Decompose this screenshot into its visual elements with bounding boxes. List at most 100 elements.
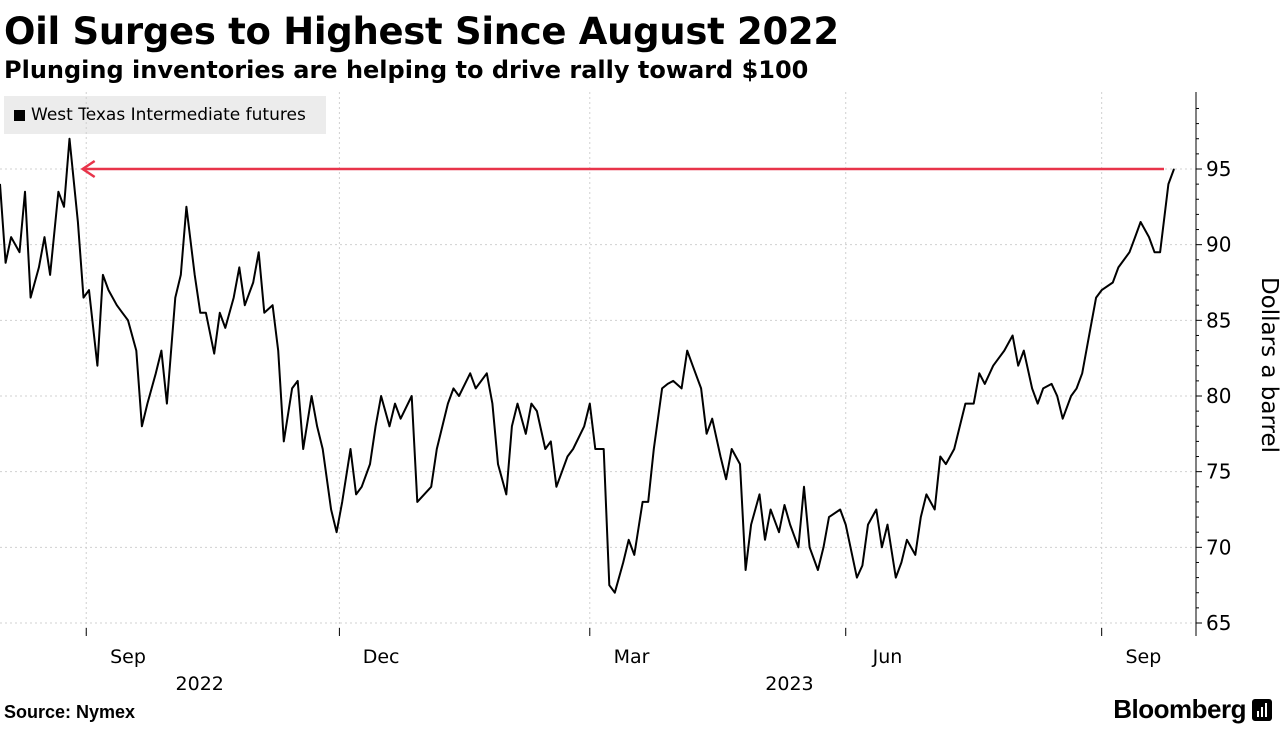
data-point [628, 539, 630, 541]
data-point [394, 403, 396, 405]
data-point [127, 319, 129, 321]
data-point [252, 282, 254, 283]
annotation-arrow-head [80, 159, 96, 179]
data-point [992, 365, 994, 367]
data-point [116, 304, 118, 306]
data-point [797, 546, 799, 548]
annotations [80, 159, 1164, 179]
data-point [633, 554, 635, 556]
data-point [283, 440, 285, 442]
data-point [1056, 395, 1058, 397]
data-point [945, 463, 947, 465]
data-point [63, 206, 65, 208]
data-point [764, 539, 766, 541]
data-point [653, 448, 655, 450]
data-point [544, 448, 546, 450]
data-point [661, 387, 663, 389]
data-point [486, 372, 488, 374]
xtick-label-Mar: Mar [614, 646, 650, 668]
xtick-label-Jun: Jun [872, 646, 903, 668]
ytick-label-70: 70 [1206, 535, 1231, 559]
data-point [959, 425, 961, 427]
data-point [155, 372, 157, 374]
data-point [213, 353, 215, 355]
series-layer [0, 137, 1175, 594]
data-point [199, 312, 201, 314]
ytick-label-65: 65 [1206, 611, 1231, 635]
data-point [430, 486, 432, 488]
data-point [160, 350, 162, 352]
data-point [141, 425, 143, 427]
data-point [856, 577, 858, 579]
data-point [934, 509, 936, 510]
data-point [839, 509, 841, 510]
data-point [867, 524, 869, 526]
data-point [550, 440, 552, 442]
data-point [77, 221, 79, 223]
data-point [350, 448, 351, 450]
data-point [102, 274, 104, 276]
legend-entry-wti: West Texas Intermediate futures [31, 105, 306, 125]
data-point [1076, 387, 1078, 389]
data-point [823, 546, 824, 548]
data-point [778, 531, 780, 533]
brand-logo: Bloomberg [1113, 694, 1246, 724]
data-point [49, 274, 51, 276]
data-point [1081, 372, 1083, 374]
year-label-2022: 2022 [176, 673, 224, 695]
data-point [10, 236, 12, 238]
data-point [1173, 168, 1175, 170]
data-point [1095, 297, 1097, 299]
data-point [517, 403, 518, 405]
chart-legend: West Texas Intermediate futures [4, 96, 326, 134]
grid-lines [0, 92, 1196, 636]
data-point [263, 312, 265, 314]
data-point [96, 365, 98, 367]
data-point [1070, 395, 1072, 397]
data-point [121, 312, 123, 314]
data-point [809, 546, 811, 548]
data-point [272, 304, 274, 306]
data-point [603, 448, 605, 450]
data-point [219, 312, 221, 314]
ytick-label-75: 75 [1206, 460, 1231, 484]
data-point [469, 372, 471, 374]
data-point [19, 251, 20, 253]
data-point [5, 262, 7, 264]
data-point [1051, 383, 1053, 385]
data-point [146, 403, 148, 405]
data-point [24, 191, 26, 193]
data-point [914, 554, 916, 556]
data-point [505, 493, 507, 495]
axes [85, 92, 1202, 636]
data-point [906, 539, 908, 541]
data-point [828, 516, 830, 518]
data-point [330, 509, 332, 510]
data-point [453, 387, 454, 389]
ytick-label-90: 90 [1206, 233, 1231, 257]
data-point [511, 425, 513, 427]
data-point [789, 524, 791, 526]
data-point [224, 327, 226, 329]
data-point [83, 297, 84, 299]
data-point [69, 138, 70, 140]
data-point [389, 425, 390, 427]
data-point [1148, 236, 1150, 238]
xtick-label-Sep: Sep [1125, 646, 1161, 668]
data-point [731, 448, 733, 450]
data-point [311, 395, 313, 397]
axis-labels: 65 70 75 80 85 90 95 Sep Dec Mar Jun Sep 2022 2023 Dol… [110, 157, 1282, 695]
data-point [614, 592, 616, 594]
data-point [803, 486, 805, 488]
data-point [887, 524, 888, 526]
data-point [875, 509, 877, 510]
data-point [1101, 289, 1103, 291]
xtick-label-Dec: Dec [363, 646, 400, 668]
data-point [750, 524, 752, 526]
data-point [700, 387, 702, 389]
data-point [38, 266, 40, 268]
data-point [400, 418, 402, 420]
data-point [380, 395, 382, 397]
data-point [1062, 418, 1064, 420]
data-point [233, 297, 235, 299]
